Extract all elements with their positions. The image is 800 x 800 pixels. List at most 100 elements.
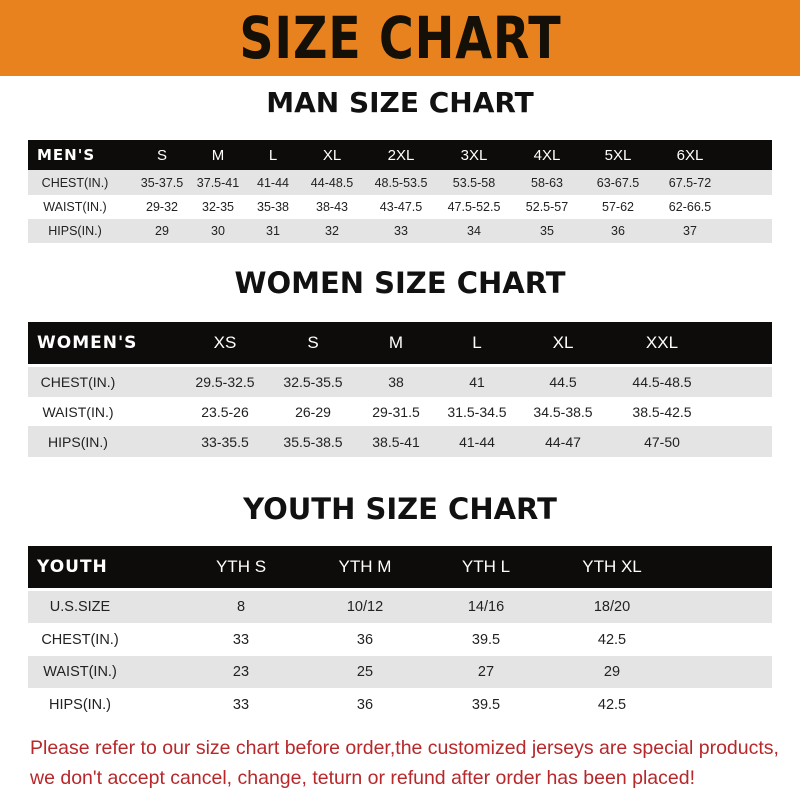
- notice-text: Please refer to our size chart before or…: [30, 733, 790, 793]
- table-cell: 57-62: [602, 200, 634, 214]
- table-row: CHEST(IN.) 29.5-32.5 32.5-35.5 38 41 44.5 44.5…: [28, 367, 772, 397]
- size-header: XL: [322, 146, 342, 164]
- notice-line: we don't accept cancel, change, teturn o…: [30, 767, 695, 789]
- table-cell: 38.5-42.5: [632, 403, 692, 420]
- page-title: SIZE CHART: [238, 4, 562, 72]
- table-cell: 8: [236, 599, 246, 615]
- title-banner: SIZE CHART: [0, 0, 800, 76]
- table-cell: 41: [469, 374, 485, 390]
- table-cell: 35-37.5: [140, 175, 184, 190]
- size-header: XXL: [645, 333, 679, 352]
- table-cell: 34: [467, 224, 481, 238]
- table-cell: 38-43: [316, 200, 348, 214]
- table-cell: 31: [266, 224, 280, 238]
- row-label: CHEST(IN.): [40, 374, 116, 390]
- size-header: M: [388, 333, 404, 352]
- table-cell: 23: [232, 664, 250, 680]
- table-row: CHEST(IN.) 33 36 39.5 42.5: [28, 623, 772, 656]
- women-heading: WOMEN SIZE CHART: [234, 266, 566, 300]
- table-cell: 48.5-53.5: [374, 175, 428, 190]
- size-header: XS: [213, 333, 237, 352]
- table-cell: 42.5: [597, 696, 627, 713]
- table-cell: 33-35.5: [201, 433, 249, 450]
- size-header: S: [156, 146, 168, 164]
- table-cell: 33: [394, 224, 408, 238]
- table-cell: 43-47.5: [379, 200, 423, 214]
- women-size-table: WOMEN'S XS S M L XL XXL CHEST(IN.) 29.5-32.5 32.5…: [28, 322, 772, 457]
- table-cell: 29-32: [146, 200, 178, 214]
- table-cell: 14/16: [467, 599, 505, 615]
- size-header: XL: [552, 333, 574, 352]
- table-cell: 47.5-52.5: [447, 200, 501, 214]
- table-cell: 63-67.5: [596, 175, 640, 190]
- size-header: YTH S: [215, 557, 267, 576]
- row-label: CHEST(IN.): [41, 175, 109, 190]
- men-size-table: MEN'S S M L XL 2XL 3XL 4XL 5XL 6XL CHEST(IN.) 35-37…: [28, 140, 772, 243]
- size-header: L: [472, 333, 482, 352]
- table-cell: 29.5-32.5: [195, 374, 255, 390]
- notice-line: Please refer to our size chart before or…: [30, 737, 779, 759]
- table-cell: 23.5-26: [201, 403, 249, 420]
- table-cell: 29: [155, 224, 169, 238]
- table-cell: 29: [603, 664, 621, 680]
- table-title: MEN'S: [37, 146, 96, 164]
- table-cell: 35.5-38.5: [283, 433, 343, 450]
- table-cell: 36: [611, 224, 625, 238]
- table-cell: 58-63: [531, 175, 563, 190]
- table-cell: 39.5: [471, 631, 501, 648]
- table-cell: 36: [356, 631, 374, 648]
- table-row: HIPS(IN.) 29 30 31 32 33 34 35 36 37: [28, 219, 772, 243]
- men-heading: MAN SIZE CHART: [266, 86, 534, 119]
- table-cell: 44-48.5: [310, 175, 354, 190]
- size-header: 5XL: [604, 146, 632, 164]
- table-cell: 30: [211, 224, 225, 238]
- table-cell: 47-50: [644, 433, 680, 450]
- table-cell: 37.5-41: [196, 175, 240, 190]
- youth-size-table: YOUTH YTH S YTH M YTH L YTH XL U.S.SIZE 8 10/12…: [28, 546, 772, 721]
- table-row: WAIST(IN.) 29-32 32-35 35-38 38-43 43-47.5 47.…: [28, 195, 772, 219]
- table-cell: 35-38: [257, 200, 289, 214]
- row-label: CHEST(IN.): [41, 631, 119, 648]
- table-cell: 33: [232, 631, 250, 648]
- size-header: 4XL: [533, 146, 561, 164]
- table-title: WOMEN'S: [37, 333, 138, 353]
- table-cell: 41-44: [257, 175, 289, 190]
- table-title: YOUTH: [37, 557, 108, 577]
- size-header: M: [211, 146, 225, 164]
- table-row: CHEST(IN.) 35-37.5 37.5-41 41-44 44-48.5 48.5…: [28, 170, 772, 195]
- youth-header-row: YOUTH YTH S YTH M YTH L YTH XL: [28, 546, 772, 588]
- women-header-row: WOMEN'S XS S M L XL XXL: [28, 322, 772, 364]
- table-cell: 53.5-58: [452, 175, 496, 190]
- table-cell: 32.5-35.5: [283, 374, 343, 390]
- table-row: HIPS(IN.) 33-35.5 35.5-38.5 38.5-41 41-44 44-…: [28, 426, 772, 457]
- table-cell: 52.5-57: [525, 200, 569, 214]
- size-header: S: [307, 333, 319, 352]
- table-cell: 31.5-34.5: [447, 403, 507, 420]
- table-cell: 42.5: [597, 631, 627, 648]
- table-cell: 32-35: [202, 200, 234, 214]
- table-cell: 26-29: [295, 403, 331, 420]
- youth-heading: YOUTH SIZE CHART: [243, 492, 557, 526]
- row-label: WAIST(IN.): [43, 200, 107, 214]
- table-row: WAIST(IN.) 23.5-26 26-29 29-31.5 31.5-34.5 34…: [28, 397, 772, 426]
- table-cell: 41-44: [459, 433, 495, 450]
- table-cell: 18/20: [593, 599, 631, 615]
- table-cell: 27: [477, 664, 495, 680]
- row-label: WAIST(IN.): [43, 664, 117, 680]
- table-row: WAIST(IN.) 23 25 27 29: [28, 656, 772, 688]
- row-label: U.S.SIZE: [49, 599, 111, 615]
- size-header: 6XL: [676, 146, 704, 164]
- size-header: 3XL: [460, 146, 488, 164]
- table-row: U.S.SIZE 8 10/12 14/16 18/20: [28, 591, 772, 623]
- men-header-row: MEN'S S M L XL 2XL 3XL 4XL 5XL 6XL: [28, 140, 772, 170]
- row-label: HIPS(IN.): [48, 224, 102, 238]
- size-header: L: [268, 146, 278, 164]
- table-cell: 44.5-48.5: [632, 374, 692, 390]
- table-cell: 33: [232, 696, 250, 713]
- row-label: WAIST(IN.): [42, 403, 114, 420]
- table-cell: 35: [540, 224, 554, 238]
- table-cell: 37: [683, 224, 697, 238]
- table-cell: 44.5: [549, 374, 577, 390]
- size-header: YTH XL: [582, 557, 642, 576]
- table-cell: 38: [388, 374, 404, 390]
